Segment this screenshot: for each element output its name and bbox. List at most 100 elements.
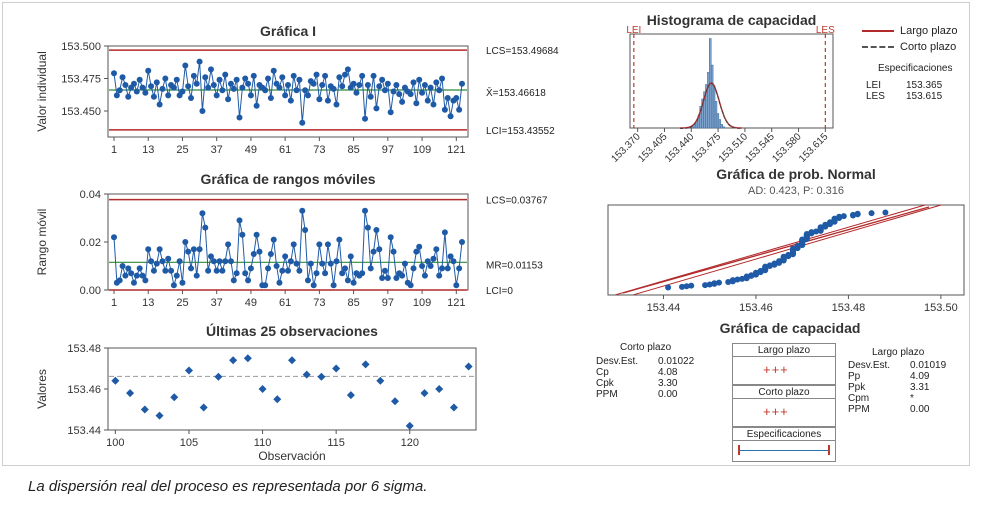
i-chart-point [324,97,331,104]
i-chart-point [339,83,346,90]
last25-panel: Últimas 25 observaciones Valores Observaci… [35,322,477,463]
mr-chart-point [242,270,249,277]
spec-upper-mark [828,445,830,455]
mr-chart-point [347,253,354,260]
stat-row: Cpk 3.30 [596,378,708,389]
i-chart-point [170,84,177,91]
normal-prob-point [780,253,787,260]
stat-key: Cp [596,367,609,378]
mr-chart-point [245,277,252,284]
i-chart-point [436,87,443,94]
i-chart-point [410,79,417,86]
i-chart-point [116,87,123,94]
i-chart-point [322,72,329,79]
normal-prob-xtick-label: 153.50 [924,302,958,314]
mr-chart-xtick-label: 49 [245,297,257,309]
mr-chart-point [116,277,123,284]
i-chart-point [333,101,340,108]
i-chart-point [190,72,197,79]
normal-prob-point [785,251,792,258]
i-chart-point [279,74,286,81]
normal-prob-point [831,215,838,222]
mr-chart-point [250,251,257,257]
mr-chart-point [153,260,160,267]
i-chart-point [196,58,203,65]
i-chart-point [153,79,160,86]
last25-point [170,393,179,402]
mr-chart-point [219,267,226,274]
mr-chart-point [173,272,180,279]
mr-chart-xtick-label: 73 [313,297,325,309]
normal-prob-point [739,275,746,282]
normal-prob-point [665,284,672,291]
spec-key: LES [866,91,885,102]
mr-chart-point [133,272,140,279]
i-chart-point [456,106,463,113]
capability-box-specs: Especificaciones [732,427,836,462]
mr-chart-point [319,260,326,267]
mr-chart-point [162,267,169,274]
last25-ytick-label: 153.46 [67,384,101,396]
mr-chart-point [296,267,303,274]
mr-chart-point [367,265,374,272]
i-chart-point [219,87,226,94]
i-chart-point [199,108,206,114]
mr-chart-point [450,258,457,265]
mr-chart-lcl-label: LCI=0 [486,286,513,297]
i-chart-point [142,89,149,96]
last25-point [126,389,135,398]
mr-chart-point [267,251,274,257]
normal-prob-point [794,242,801,249]
mr-chart-point [236,217,243,224]
mr-chart-point [190,246,197,253]
histogram-panel: Histograma de capacidad LEI LES 153.370 153.… [0,0,991,170]
i-chart-point [350,80,357,87]
mr-chart-point [430,255,437,262]
mr-chart-point [364,224,371,231]
mr-chart-point [441,229,448,236]
mr-chart-point [307,260,314,267]
mr-chart-point [453,282,460,289]
stat-value: 0.00 [910,404,930,415]
stat-row: Pp 4.09 [848,371,960,382]
mr-chart-point [165,255,172,262]
i-chart-point [122,82,129,88]
normal-prob-point [854,210,861,217]
legend-short: Corto plazo [862,41,956,53]
box-header: Especificaciones [733,429,835,441]
capability-box-long: Largo plazo +++ [732,343,836,385]
mr-chart-ytick-label: 0.00 [80,285,101,297]
i-chart-point [136,76,143,83]
last25-point [435,385,444,393]
i-chart-xtick-label: 73 [313,144,325,156]
i-chart-point [387,109,394,116]
i-chart-point [304,92,311,99]
i-chart-point [133,88,140,95]
mr-chart-point [150,267,157,274]
mr-chart-point [350,279,357,286]
stat-row: Cpm * [848,393,960,404]
mr-chart-title: Gráfica de rangos móviles [200,171,375,187]
mr-chart-point [168,267,175,274]
i-chart-point [373,105,380,112]
legend-specs-title: Especificaciones [878,63,953,74]
histogram-les-label: LES [816,25,835,36]
i-chart-point [233,76,240,83]
mr-chart-point [148,258,155,265]
normal-prob-xtick-label: 153.46 [739,302,773,314]
mr-chart-point [293,260,300,267]
mr-chart-point [247,265,254,272]
stat-row: Cp 4.08 [596,367,708,378]
i-chart-point [282,92,289,99]
normal-prob-panel: Gráfica de prob. Normal AD: 0.423, P: 0.3… [607,166,965,314]
mr-chart-point [139,272,146,279]
mr-chart-point [256,248,263,255]
i-chart-point [396,91,403,98]
i-chart-xtick-label: 13 [142,144,154,156]
mr-chart-center-label: MR=0.01153 [486,260,543,271]
i-chart-point [242,75,249,82]
i-chart-point [253,102,260,109]
last25-point [184,366,193,375]
mr-chart-xtick-label: 97 [382,297,394,309]
i-chart-lcl-label: LCI=153.43552 [486,126,555,137]
